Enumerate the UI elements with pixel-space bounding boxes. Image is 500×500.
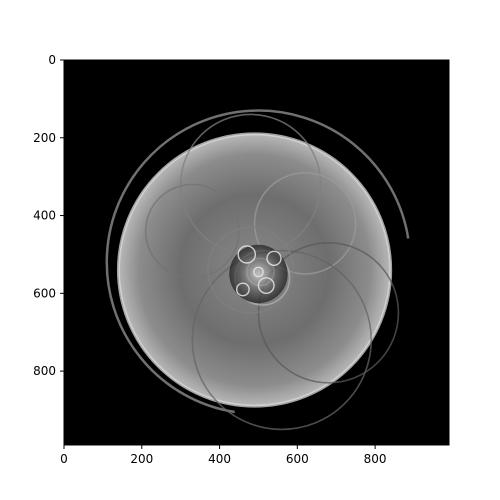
x-tick-label: 400 bbox=[208, 452, 231, 466]
x-tick-label: 800 bbox=[364, 452, 387, 466]
heatmap-outer-arc bbox=[105, 109, 410, 414]
heatmap-core-ring bbox=[253, 266, 264, 278]
y-axis: 0 200 400 600 800 bbox=[33, 53, 64, 378]
heatmap-ring bbox=[191, 249, 373, 431]
x-tick-label: 0 bbox=[60, 452, 68, 466]
heatmap-ring bbox=[207, 226, 295, 314]
heatmap-core-ring bbox=[237, 245, 257, 264]
heatmap-ring bbox=[253, 171, 357, 275]
axes-frame bbox=[63, 59, 450, 446]
heatmap-ring bbox=[144, 183, 240, 279]
y-tick-label: 200 bbox=[33, 131, 56, 145]
heatmap-image bbox=[105, 109, 410, 431]
heatmap-ring bbox=[116, 132, 393, 408]
heatmap-core-ring bbox=[257, 277, 275, 295]
plot-area bbox=[63, 59, 450, 446]
y-tick-label: 800 bbox=[33, 364, 56, 378]
y-tick-label: 0 bbox=[48, 53, 56, 67]
x-axis: 0 200 400 600 800 bbox=[60, 445, 387, 466]
x-tick-label: 200 bbox=[130, 452, 153, 466]
heatmap-core-ring bbox=[235, 282, 250, 297]
x-tick-label: 600 bbox=[286, 452, 309, 466]
y-tick-label: 400 bbox=[33, 209, 56, 223]
y-tick-label: 600 bbox=[33, 286, 56, 300]
heatmap-core-ring bbox=[266, 250, 282, 267]
